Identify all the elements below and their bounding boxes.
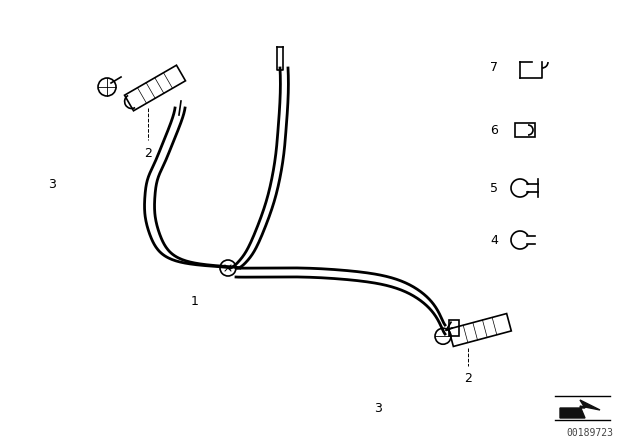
Bar	[449, 314, 511, 346]
Text: 3: 3	[374, 402, 382, 415]
Text: 00189723: 00189723	[566, 428, 614, 438]
Text: 2: 2	[144, 147, 152, 160]
Text: 5: 5	[490, 181, 498, 194]
Bar	[515, 123, 535, 137]
Bar	[449, 320, 459, 336]
Text: 3: 3	[48, 178, 56, 191]
Bar	[125, 65, 186, 111]
Text: 2: 2	[464, 372, 472, 385]
Text: 6: 6	[490, 124, 498, 137]
Text: 1: 1	[191, 295, 199, 308]
Text: 4: 4	[490, 233, 498, 246]
Text: 7: 7	[490, 60, 498, 73]
Polygon shape	[560, 400, 600, 418]
